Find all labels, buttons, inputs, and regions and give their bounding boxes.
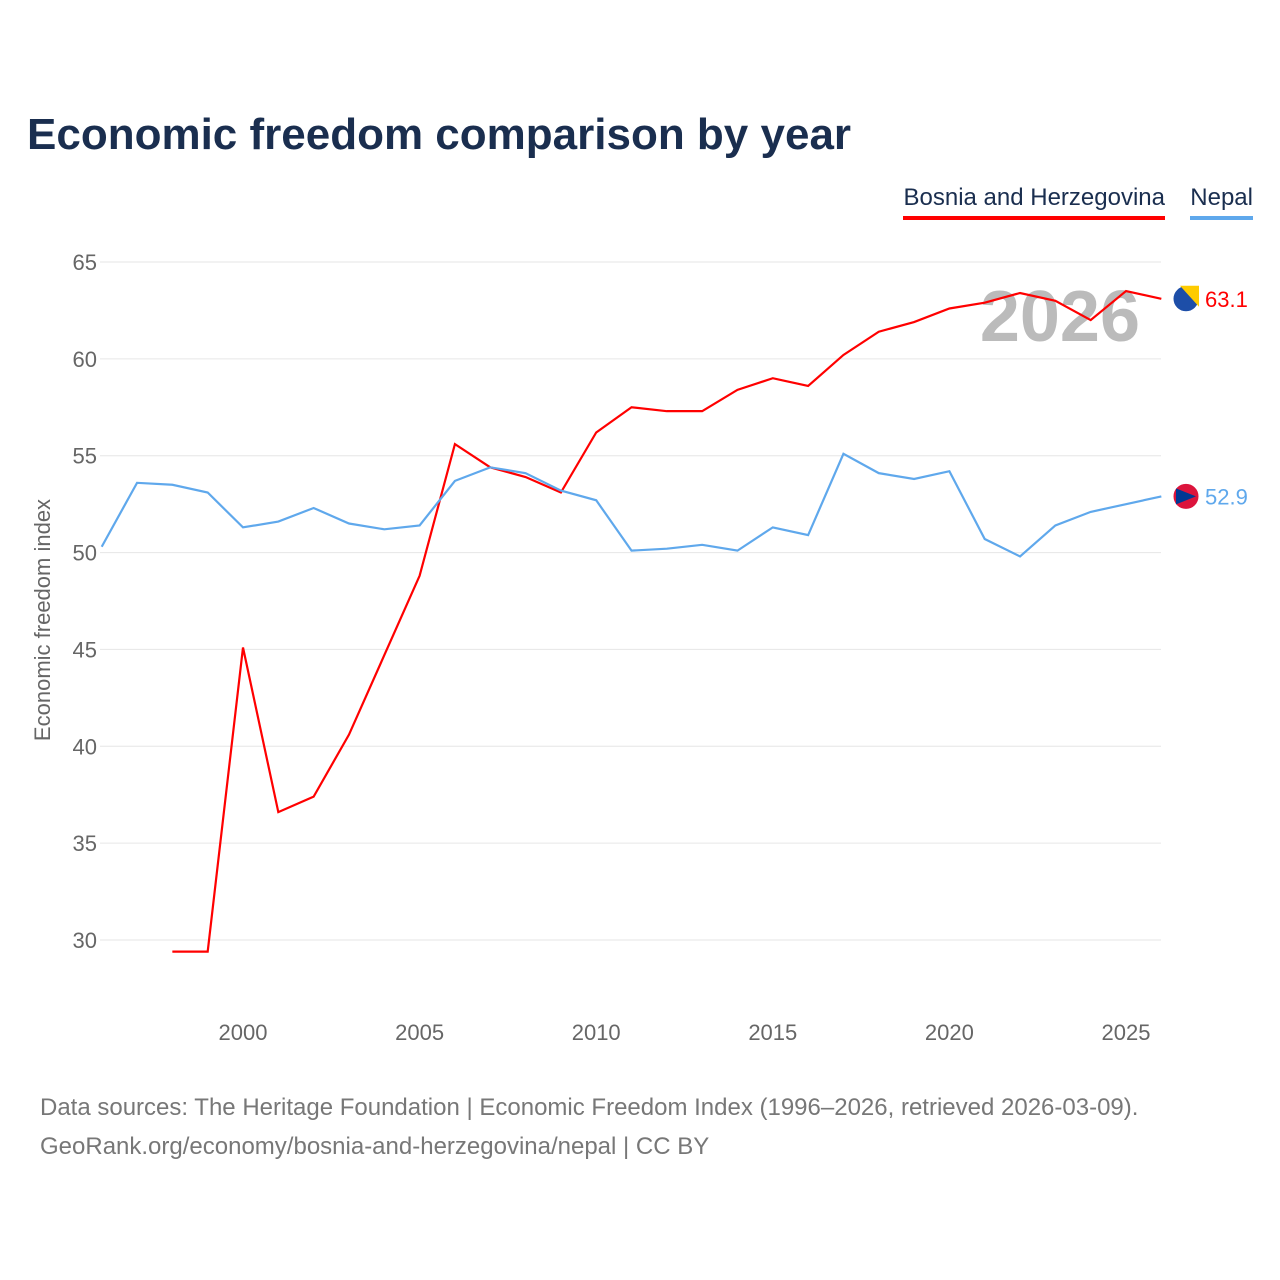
x-tick-label: 2015 (748, 1020, 797, 1045)
y-axis-label: Economic freedom index (30, 499, 55, 741)
x-tick-label: 2005 (395, 1020, 444, 1045)
y-tick-label: 60 (73, 347, 97, 372)
flag-detail (1176, 488, 1196, 505)
chart-title: Economic freedom comparison by year (27, 110, 852, 159)
source-line-2[interactable]: GeoRank.org/economy/bosnia-and-herzegovi… (40, 1133, 710, 1160)
x-tick-label: 2020 (925, 1020, 974, 1045)
source-note: Data sources: The Heritage Foundation | … (40, 1088, 1138, 1166)
legend-nepal[interactable]: Nepal (1190, 184, 1253, 220)
flag-detail (1180, 285, 1199, 307)
end-value-label: 63.1 (1205, 287, 1248, 312)
y-tick-label: 50 (73, 541, 97, 566)
end-value-label: 52.9 (1205, 484, 1248, 509)
legend-bosnia[interactable]: Bosnia and Herzegovina (903, 184, 1165, 220)
source-line-1: Data sources: The Heritage Foundation | … (40, 1094, 1139, 1121)
x-tick-label: 2010 (572, 1020, 621, 1045)
y-tick-label: 40 (73, 734, 97, 759)
x-tick-label: 2025 (1102, 1020, 1151, 1045)
x-tick-label: 2000 (219, 1020, 268, 1045)
y-tick-label: 45 (73, 637, 97, 662)
y-tick-label: 65 (73, 250, 97, 275)
y-tick-label: 35 (73, 831, 97, 856)
series-line-1 (100, 452, 1162, 558)
series-line-0 (172, 289, 1162, 953)
y-tick-label: 30 (73, 928, 97, 953)
year-watermark: 2026 (980, 277, 1140, 357)
y-tick-label: 55 (73, 444, 97, 469)
